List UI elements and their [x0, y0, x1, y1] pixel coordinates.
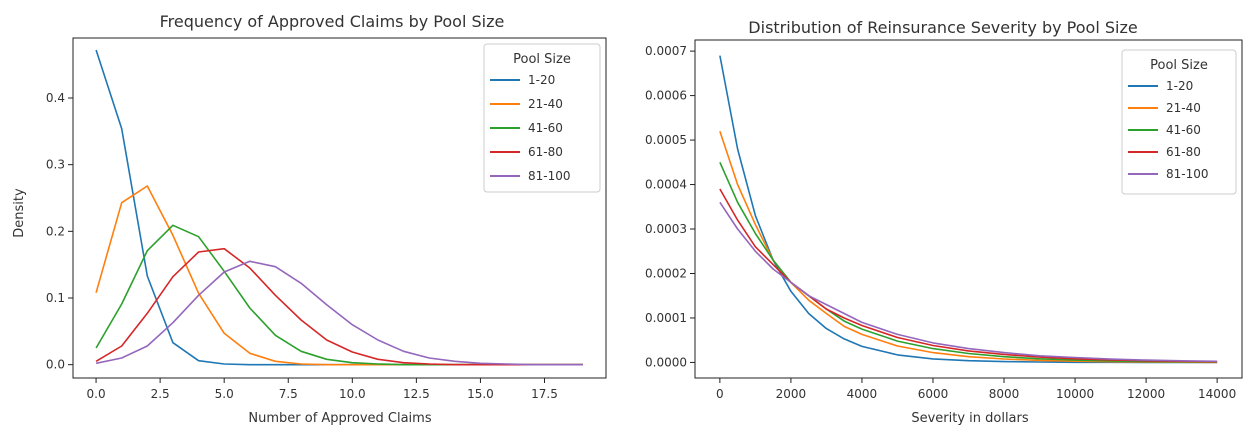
plot-frame: [694, 39, 1243, 379]
x-axis-label: Number of Approved Claims: [248, 411, 431, 426]
y-tick-label: 0.0002: [645, 266, 687, 280]
y-tick-label: 0.0007: [645, 44, 687, 58]
legend: Pool Size 1-20 21-40 41-60 61-80 81-100: [1121, 49, 1237, 195]
legend-label: 1-20: [528, 73, 555, 87]
legend-title: Pool Size: [1150, 58, 1208, 73]
y-tick-label: 0.0003: [645, 222, 687, 236]
y-tick-label: 0.3: [46, 158, 65, 172]
legend-label: 81-100: [528, 169, 571, 183]
y-tick-label: 0.0006: [645, 89, 687, 103]
x-tick-label: 10.0: [339, 387, 366, 401]
x-tick-label: 15.0: [467, 387, 494, 401]
x-tick-label: 12000: [1127, 387, 1165, 401]
x-tick-label: 10000: [1056, 387, 1094, 401]
y-tick-label: 0.1: [46, 291, 65, 305]
chart-title: Frequency of Approved Claims by Pool Siz…: [160, 12, 505, 31]
legend-label: 21-40: [1166, 101, 1201, 115]
y-tick-label: 0.0004: [645, 178, 687, 192]
chart-title: Distribution of Reinsurance Severity by …: [748, 18, 1137, 37]
x-tick-label: 7.5: [279, 387, 298, 401]
y-tick-label: 0.0000: [645, 355, 687, 369]
x-tick-label: 0.0: [87, 387, 106, 401]
x-tick-label: 12.5: [403, 387, 430, 401]
legend-label: 41-60: [528, 121, 563, 135]
x-tick-label: 17.5: [531, 387, 558, 401]
x-tick-label: 4000: [847, 387, 878, 401]
x-tick-label: 2000: [776, 387, 807, 401]
y-tick-label: 0.2: [46, 224, 65, 238]
x-tick-label: 8000: [989, 387, 1020, 401]
series-line-61-80: [719, 188, 1218, 363]
x-tick-label: 0: [716, 387, 724, 401]
x-tick-label: 2.5: [151, 387, 170, 401]
legend-label: 1-20: [1166, 79, 1193, 93]
legend-title: Pool Size: [513, 52, 571, 67]
series-line-41-60: [719, 161, 1218, 363]
y-axis-label: Density: [12, 188, 27, 238]
axis-ticks: 0 2000 4000 6000 8000 10000 12000 14000 0.0000 0.…: [645, 44, 1236, 401]
y-tick-label: 0.4: [46, 91, 65, 105]
x-tick-label: 6000: [918, 387, 949, 401]
plot-frame: [72, 37, 607, 379]
series-line-61-80: [95, 247, 583, 366]
severity-chart: Distribution of Reinsurance Severity by …: [645, 18, 1243, 426]
series-lines: [95, 49, 583, 366]
legend-label: 61-80: [1166, 145, 1201, 159]
y-tick-label: 0.0: [46, 358, 65, 372]
legend-label: 61-80: [528, 145, 563, 159]
legend-label: 21-40: [528, 97, 563, 111]
series-lines: [719, 55, 1218, 364]
legend-label: 41-60: [1166, 123, 1201, 137]
x-axis-label: Severity in dollars: [911, 411, 1029, 426]
axis-ticks: 0.0 2.5 5.0 7.5 10.0 12.5 15.0 17.5 0.0 0.1 0.2 0.3…: [46, 91, 558, 401]
y-tick-label: 0.0001: [645, 311, 687, 325]
frequency-chart: Frequency of Approved Claims by Pool Siz…: [12, 12, 607, 426]
legend-label: 81-100: [1166, 167, 1209, 181]
x-tick-label: 14000: [1198, 387, 1236, 401]
series-line-81-100: [95, 260, 583, 366]
y-tick-label: 0.0005: [645, 133, 687, 147]
legend: Pool Size 1-20 21-40 41-60 61-80 81-100: [483, 43, 601, 193]
x-tick-label: 5.0: [215, 387, 234, 401]
series-line-81-100: [719, 201, 1218, 363]
